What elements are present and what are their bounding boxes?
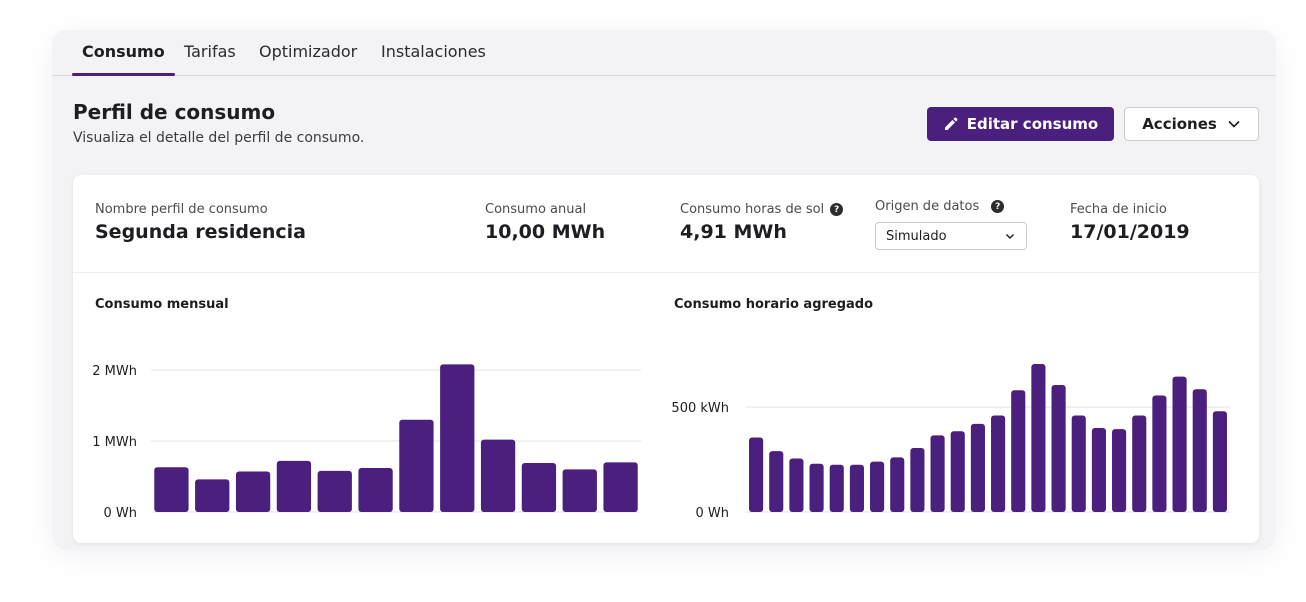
bar[interactable] [276,460,312,512]
bar[interactable] [1212,411,1227,512]
y-tick-label: 500 kWh [671,401,729,416]
bar[interactable] [1132,415,1147,512]
sun-hours-value: 4,91 MWh [680,221,787,243]
sun-hours-label: Consumo horas de sol ? [680,202,844,217]
pencil-icon [944,117,958,130]
bar[interactable] [769,451,784,512]
y-tick-label: 0 Wh [104,506,138,521]
bar[interactable] [1031,364,1046,512]
bar[interactable] [1192,389,1207,512]
bar[interactable] [1011,390,1026,512]
start-date-label: Fecha de inicio [1070,202,1167,217]
page-subtitle: Visualiza el detalle del perfil de consu… [73,130,365,146]
tab-consumo[interactable]: Consumo [82,42,165,61]
bar[interactable] [849,464,864,512]
hourly-chart-title: Consumo horario agregado [674,297,874,312]
edit-consumption-label: Editar consumo [966,115,1099,133]
profile-name-label: Nombre perfil de consumo [95,202,268,217]
data-origin-select[interactable]: Simulado [875,222,1027,250]
bar[interactable] [603,462,638,512]
bar[interactable] [440,364,475,512]
bar[interactable] [562,469,597,512]
bar[interactable] [991,415,1006,512]
app-window: Consumo Tarifas Optimizador Instalacione… [52,30,1276,550]
tab-optimizador[interactable]: Optimizador [259,42,358,61]
start-date-value: 17/01/2019 [1070,221,1190,243]
page-title: Perfil de consumo [73,100,276,124]
profile-name-value: Segunda residencia [95,221,306,243]
tab-tarifas[interactable]: Tarifas [184,42,236,61]
bar[interactable] [890,457,905,512]
tab-bar: Consumo Tarifas Optimizador Instalacione… [52,30,1276,76]
data-origin-label: Origen de datos ? [875,199,1005,214]
y-tick-label: 0 Wh [696,506,730,521]
y-tick-label: 1 MWh [92,435,137,450]
bar[interactable] [930,435,945,512]
bar[interactable] [829,464,844,512]
y-tick-label: 2 MWh [92,364,137,379]
bar[interactable] [1091,428,1106,512]
bar[interactable] [317,470,352,512]
annual-consumption-value: 10,00 MWh [485,221,606,243]
bar[interactable] [910,447,925,512]
consumption-profile-card: Nombre perfil de consumo Segunda residen… [73,175,1259,543]
bar[interactable] [195,479,230,512]
bar[interactable] [480,439,516,512]
chevron-down-icon [1228,120,1240,128]
bar[interactable] [399,419,434,512]
bar[interactable] [1051,385,1066,512]
bar[interactable] [789,458,804,512]
data-origin-selected: Simulado [886,228,947,244]
actions-label: Acciones [1142,115,1217,133]
bar[interactable] [521,463,557,512]
bar[interactable] [1112,429,1127,512]
bar[interactable] [235,471,271,512]
bar[interactable] [970,423,985,512]
help-icon[interactable]: ? [830,203,844,216]
tab-instalaciones[interactable]: Instalaciones [381,42,486,61]
divider [73,272,1259,273]
active-tab-indicator [72,73,175,76]
bar[interactable] [358,468,393,512]
bar[interactable] [809,463,824,512]
monthly-chart-title: Consumo mensual [95,297,229,312]
bar[interactable] [1071,415,1086,512]
help-icon[interactable]: ? [991,200,1005,213]
actions-button[interactable]: Acciones [1124,107,1259,141]
data-origin-label-text: Origen de datos [875,199,980,214]
bar[interactable] [1152,395,1167,512]
annual-consumption-label: Consumo anual [485,202,587,217]
bar[interactable] [749,437,764,513]
bar[interactable] [950,431,965,512]
chevron-down-icon [1006,234,1014,239]
sun-hours-label-text: Consumo horas de sol [680,202,825,217]
bar[interactable] [870,461,885,512]
bar[interactable] [1172,376,1187,512]
edit-consumption-button[interactable]: Editar consumo [927,107,1114,141]
bar[interactable] [154,467,189,512]
